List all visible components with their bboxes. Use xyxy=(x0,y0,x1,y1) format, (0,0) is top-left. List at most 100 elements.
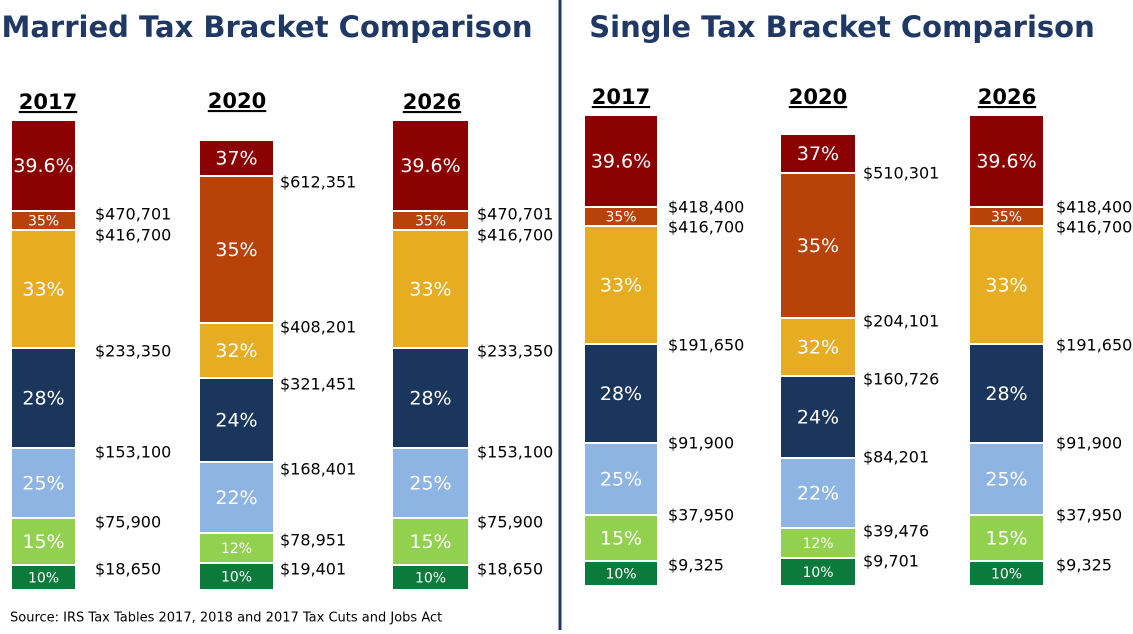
bracket-rate: 37% xyxy=(215,148,257,170)
bracket-segment xyxy=(393,566,468,589)
bracket-rate: 10% xyxy=(802,565,833,581)
year-label: 2026 xyxy=(403,90,461,114)
bracket-rate: 35% xyxy=(991,210,1022,226)
bracket-rate: 10% xyxy=(991,567,1022,583)
bracket-segment xyxy=(12,349,75,447)
bracket-segment xyxy=(393,231,468,347)
bracket-threshold: $168,401 xyxy=(280,460,356,479)
bracket-segment xyxy=(200,564,273,589)
bracket-threshold: $416,700 xyxy=(477,226,553,245)
bracket-threshold: $418,400 xyxy=(668,198,744,217)
bracket-threshold: $153,100 xyxy=(477,443,553,462)
bracket-segment xyxy=(970,227,1043,343)
bracket-segment xyxy=(781,319,855,375)
panel-title: Single Tax Bracket Comparison xyxy=(589,10,1094,44)
bracket-segment xyxy=(200,324,273,377)
bracket-rate: 15% xyxy=(22,531,64,553)
bracket-rate: 15% xyxy=(985,528,1027,550)
bracket-threshold: $470,701 xyxy=(477,205,553,224)
bracket-segment xyxy=(970,345,1043,442)
bracket-rate: 24% xyxy=(797,407,839,429)
bracket-segment xyxy=(393,121,468,210)
bracket-segment xyxy=(970,208,1043,225)
bracket-rate: 22% xyxy=(215,487,257,509)
bracket-threshold: $408,201 xyxy=(280,318,356,337)
bracket-threshold: $84,201 xyxy=(863,448,929,467)
bracket-segment xyxy=(970,562,1043,585)
bracket-threshold: $321,451 xyxy=(280,375,356,394)
bracket-segment xyxy=(781,377,855,457)
bracket-rate: 37% xyxy=(797,143,839,165)
bracket-rate: 24% xyxy=(215,410,257,432)
panel-title: Married Tax Bracket Comparison xyxy=(1,10,532,44)
bracket-segment xyxy=(781,135,855,172)
bracket-rate: 25% xyxy=(22,473,64,495)
bracket-rate: 35% xyxy=(215,239,257,261)
bracket-rate: 35% xyxy=(28,214,59,230)
bracket-rate: 35% xyxy=(605,210,636,226)
bracket-segment xyxy=(585,516,657,560)
bracket-threshold: $91,900 xyxy=(668,434,734,453)
bracket-segment xyxy=(393,519,468,564)
bracket-segment xyxy=(970,516,1043,560)
bracket-rate: 33% xyxy=(985,275,1027,297)
bracket-rate: 28% xyxy=(22,388,64,410)
bracket-threshold: $37,950 xyxy=(1056,506,1122,525)
bracket-threshold: $19,401 xyxy=(280,560,346,579)
bracket-segment xyxy=(12,212,75,229)
bracket-threshold: $470,701 xyxy=(95,205,171,224)
bracket-rate: 35% xyxy=(797,235,839,257)
bracket-rate: 39.6% xyxy=(591,151,651,173)
bracket-segment xyxy=(12,566,75,589)
year-label: 2020 xyxy=(208,89,266,113)
bracket-segment xyxy=(12,519,75,564)
bracket-segment xyxy=(970,116,1043,206)
bracket-rate: 15% xyxy=(409,531,451,553)
bracket-rate: 32% xyxy=(797,337,839,359)
bracket-rate: 12% xyxy=(802,536,833,552)
bracket-threshold: $78,951 xyxy=(280,531,346,550)
bracket-rate: 28% xyxy=(985,383,1027,405)
year-label: 2017 xyxy=(19,90,77,114)
bracket-segment xyxy=(12,231,75,347)
bracket-segment xyxy=(781,459,855,527)
bracket-rate: 25% xyxy=(600,469,642,491)
source-note: Source: IRS Tax Tables 2017, 2018 and 20… xyxy=(10,611,442,626)
bracket-threshold: $9,325 xyxy=(1056,556,1112,575)
bracket-threshold: $204,101 xyxy=(863,312,939,331)
bracket-rate: 39.6% xyxy=(400,155,460,177)
bracket-segment xyxy=(393,449,468,517)
bracket-threshold: $510,301 xyxy=(863,164,939,183)
bracket-segment xyxy=(781,529,855,557)
bracket-threshold: $75,900 xyxy=(95,513,161,532)
bracket-rate: 10% xyxy=(415,571,446,587)
bracket-threshold: $153,100 xyxy=(95,443,171,462)
bracket-rate: 10% xyxy=(28,571,59,587)
bracket-threshold: $39,476 xyxy=(863,522,929,541)
bracket-segment xyxy=(585,444,657,514)
bracket-segment xyxy=(393,349,468,447)
bracket-segment xyxy=(200,463,273,532)
bracket-rate: 35% xyxy=(415,214,446,230)
bracket-rate: 39.6% xyxy=(976,151,1036,173)
bracket-segment xyxy=(200,177,273,322)
bracket-segment xyxy=(585,562,657,585)
bracket-rate: 12% xyxy=(221,541,252,557)
bracket-segment xyxy=(585,345,657,442)
bracket-threshold: $37,950 xyxy=(668,506,734,525)
bracket-threshold: $418,400 xyxy=(1056,198,1132,217)
bracket-rate: 33% xyxy=(600,275,642,297)
bracket-threshold: $612,351 xyxy=(280,173,356,192)
bracket-rate: 39.6% xyxy=(13,155,73,177)
bracket-threshold: $191,650 xyxy=(668,336,744,355)
bracket-threshold: $233,350 xyxy=(477,342,553,361)
bracket-segment xyxy=(200,141,273,175)
bracket-rate: 33% xyxy=(409,279,451,301)
bracket-threshold: $18,650 xyxy=(477,560,543,579)
bracket-segment xyxy=(585,227,657,343)
bracket-segment xyxy=(585,208,657,225)
bracket-segment xyxy=(393,212,468,229)
bracket-segment xyxy=(12,121,75,210)
bracket-segment xyxy=(200,379,273,461)
